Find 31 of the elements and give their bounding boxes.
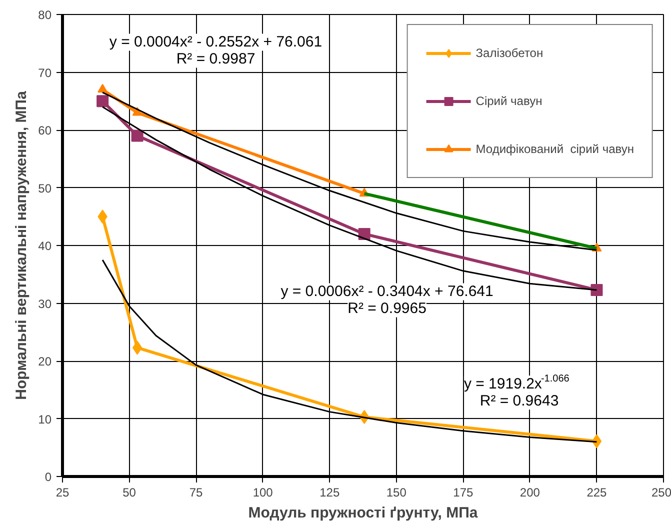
y-axis-title: Нормальні вертикальні напруження, МПа	[13, 90, 30, 400]
x-tick-label: 225	[586, 486, 608, 500]
y-tick-label: 10	[38, 412, 52, 426]
y-tick-label: 50	[38, 181, 52, 196]
annotation: y = 0.0004x² - 0.2552x + 76.061 R² = 0.9987	[109, 34, 322, 68]
legend-label: Сірий чавун	[476, 94, 542, 108]
legend-label: Модифікований сірий чавун	[476, 142, 634, 156]
point	[98, 84, 108, 93]
x-tick-label: 50	[122, 486, 136, 500]
y-tick-label: 0	[44, 470, 52, 484]
x-tick-label: 100	[252, 486, 274, 500]
x-tick-label: 200	[520, 486, 540, 500]
x-tick-label: 75	[189, 486, 204, 500]
y-tick-label: 30	[38, 296, 52, 311]
y-tick-label: 20	[38, 354, 52, 368]
y-tick-label: 80	[38, 8, 52, 22]
y-tick-label: 70	[38, 66, 52, 80]
point	[131, 130, 144, 142]
x-axis-title: Модуль пружності ґрунту, МПа	[248, 504, 478, 522]
annotation: y = 0.0006x² - 0.3404x + 76.641 R² = 0.9965	[280, 283, 494, 318]
x-tick-label: 25	[56, 486, 70, 500]
y-tick-label: 40	[38, 239, 52, 253]
x-tick-label: 250	[651, 486, 671, 500]
x-tick-label: 150	[386, 486, 407, 500]
point	[96, 95, 109, 108]
legend-label: Залізобетон	[476, 46, 544, 60]
point	[590, 284, 603, 296]
x-tick-label: 125	[320, 486, 340, 500]
point	[132, 340, 142, 355]
y-tick-label: 60	[38, 124, 52, 138]
x-tick-label: 175	[453, 486, 474, 500]
